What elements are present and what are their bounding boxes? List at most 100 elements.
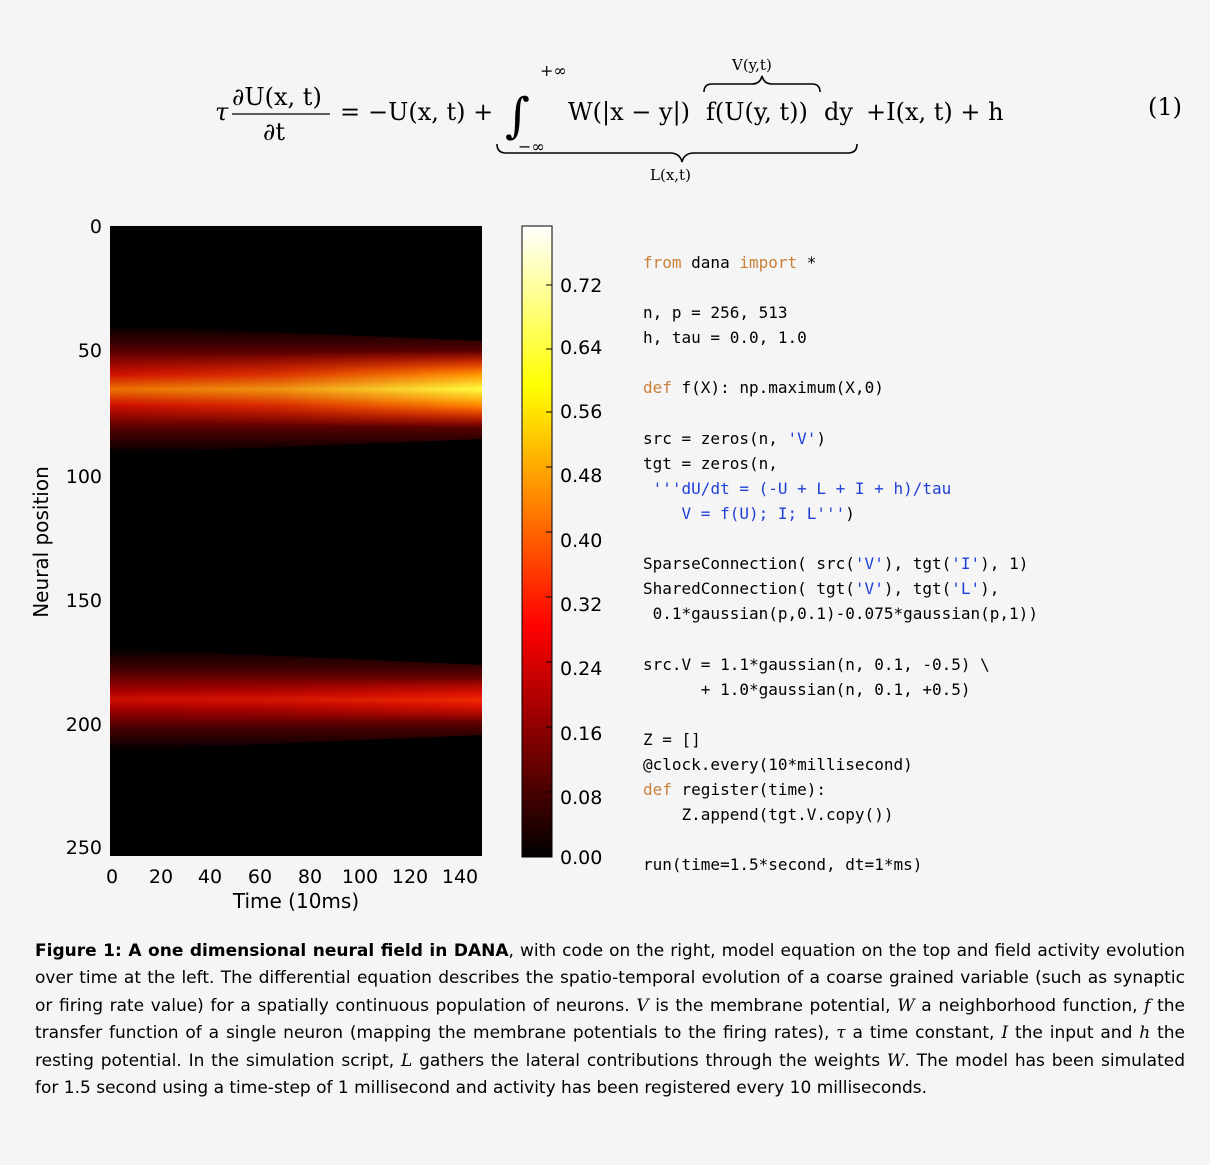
heatmap-x-label: Time (10ms)	[232, 889, 359, 913]
code-line: tgt = zeros(n,	[643, 451, 1038, 476]
eq-transfer: f(U(y, t))	[706, 98, 808, 126]
caption-math: f	[1144, 995, 1151, 1016]
code-line: SharedConnection( tgt('V'), tgt('L'),	[643, 576, 1038, 601]
code-string: 'L'	[951, 579, 981, 599]
caption-math: τ	[836, 1023, 846, 1044]
caption-math: W	[897, 995, 915, 1016]
code-line: run(time=1.5*second, dt=1*ms)	[643, 852, 1038, 877]
y-tick-label: 0	[90, 216, 102, 238]
code-text: Z = []	[643, 729, 701, 749]
code-text: run(time=1.5*second, dt=1*ms)	[643, 855, 923, 875]
code-keyword: from	[643, 253, 682, 272]
code-line	[643, 275, 1038, 300]
heatmap-y-axis: 0 50 100 150 200 250	[66, 216, 102, 859]
colorbar-tick-label: 0.16	[560, 723, 602, 745]
code-text: tgt = zeros(n,	[643, 453, 778, 473]
code-text: src.V = 1.1*gaussian(n, 0.1, -0.5) \	[643, 654, 990, 674]
code-line	[643, 526, 1038, 551]
heatmap-figure: 0 50 100 150 200 250 Neural position 0 2…	[29, 216, 602, 913]
y-tick-label: 100	[66, 466, 102, 488]
code-line: h, tau = 0.0, 1.0	[643, 325, 1038, 350]
eq-lhs-numerator: ∂U(x, t)	[232, 83, 322, 111]
code-line	[643, 350, 1038, 375]
code-text: register(time):	[671, 779, 827, 799]
colorbar-tick-label: 0.64	[560, 337, 602, 359]
code-text: )	[816, 428, 827, 448]
code-text: 0.1*gaussian(p,0.1)-0.075*gaussian(p,1))	[643, 604, 1038, 624]
code-line: V = f(U); I; L''')	[643, 501, 1038, 526]
code-text: + 1.0*gaussian(n, 0.1, +0.5)	[643, 679, 971, 699]
code-line: src = zeros(n, 'V')	[643, 426, 1038, 451]
code-text: n, p = 256, 513	[643, 303, 788, 323]
caption-text: the resting potential. In the simulation…	[35, 1023, 1186, 1071]
code-line	[643, 401, 1038, 426]
code-text: ), 1)	[980, 554, 1029, 574]
caption-text: is the membrane potential,	[648, 995, 898, 1016]
colorbar-tick-label: 0.08	[560, 787, 602, 809]
caption-text: the transfer function of a single neuron…	[35, 995, 1185, 1044]
eq-tau: τ	[215, 98, 229, 126]
x-tick-label: 60	[248, 866, 272, 888]
eq-underbrace-label: L(x,t)	[650, 166, 691, 184]
code-line: Z = []	[643, 727, 1038, 752]
code-string: 'V'	[854, 554, 884, 574]
eq-int-lower: −∞	[518, 137, 545, 156]
code-line	[643, 626, 1038, 651]
x-tick-label: 40	[198, 866, 222, 888]
heatmap-area	[110, 226, 482, 856]
colorbar-tick-label: 0.56	[560, 401, 602, 423]
eq-overbrace-label: V(y,t)	[731, 56, 772, 74]
colorbar-tick-label: 0.72	[560, 275, 602, 297]
equation-number: (1)	[1148, 93, 1182, 121]
y-tick-label: 200	[66, 714, 102, 736]
x-tick-label: 80	[298, 866, 322, 888]
eq-equals: =	[340, 98, 360, 126]
colorbar-tick-label: 0.00	[560, 847, 602, 869]
heatmap-y-label: Neural position	[29, 466, 53, 618]
heatmap-blob-lower-core	[110, 678, 482, 722]
code-line: from dana import *	[643, 250, 1038, 275]
colorbar-tick-label: 0.48	[560, 465, 602, 487]
eq-kernel: W(|x − y|)	[568, 98, 690, 127]
code-line: @clock.every(10*millisecond)	[643, 752, 1038, 777]
y-tick-label: 250	[66, 837, 102, 859]
caption-math: I	[1001, 1023, 1009, 1044]
code-string: 'V'	[854, 579, 884, 599]
code-line: 0.1*gaussian(p,0.1)-0.075*gaussian(p,1))	[643, 601, 1038, 626]
eq-lhs-denominator: ∂t	[263, 118, 285, 146]
eq-tail: +I(x, t) + h	[866, 98, 1004, 126]
caption-text: a neighborhood function,	[914, 995, 1145, 1016]
figure-caption: Figure 1: A one dimensional neural field…	[35, 938, 1185, 1102]
code-line: + 1.0*gaussian(n, 0.1, +0.5)	[643, 677, 1038, 702]
x-tick-label: 140	[442, 866, 478, 888]
eq-underbrace	[496, 143, 858, 163]
code-line	[643, 702, 1038, 727]
x-tick-label: 120	[392, 866, 428, 888]
colorbar-labels: 0.00 0.08 0.16 0.24 0.32 0.40 0.48 0.56 …	[560, 275, 602, 869]
x-tick-label: 0	[106, 866, 118, 888]
code-keyword: import	[739, 253, 798, 272]
code-string: 'I'	[951, 554, 981, 574]
eq-integral-sign: ∫	[505, 88, 530, 144]
code-keyword: def	[643, 779, 672, 799]
code-line: def f(X): np.maximum(X,0)	[643, 375, 1038, 400]
heatmap-blob-upper-core	[110, 350, 482, 428]
caption-math: h	[1139, 1023, 1151, 1044]
code-text: src = zeros(n,	[643, 428, 788, 448]
code-text: ),	[980, 579, 1000, 599]
colorbar-tick-label: 0.24	[560, 658, 602, 680]
code-text: dana	[681, 253, 740, 272]
caption-label: Figure 1: A one dimensional neural field…	[35, 941, 509, 961]
code-line: def register(time):	[643, 777, 1038, 802]
code-text: SharedConnection( tgt(	[643, 579, 855, 599]
code-text: f(X): np.maximum(X,0)	[671, 378, 884, 398]
code-text: ), tgt(	[883, 579, 952, 599]
code-string: '''dU/dt = (-U + L + I + h)/tau	[652, 478, 952, 498]
code-line: '''dU/dt = (-U + L + I + h)/tau	[643, 476, 1038, 501]
code-text	[643, 479, 653, 498]
code-line: SparseConnection( src('V'), tgt('I'), 1)	[643, 551, 1038, 576]
x-tick-label: 20	[149, 866, 173, 888]
model-equation: τ ∂U(x, t) ∂t = −U(x, t) + ∫ +∞ −∞ W(|x …	[215, 56, 1004, 184]
caption-text: gathers the lateral contributions throug…	[412, 1050, 887, 1071]
code-line: src.V = 1.1*gaussian(n, 0.1, -0.5) \	[643, 652, 1038, 677]
